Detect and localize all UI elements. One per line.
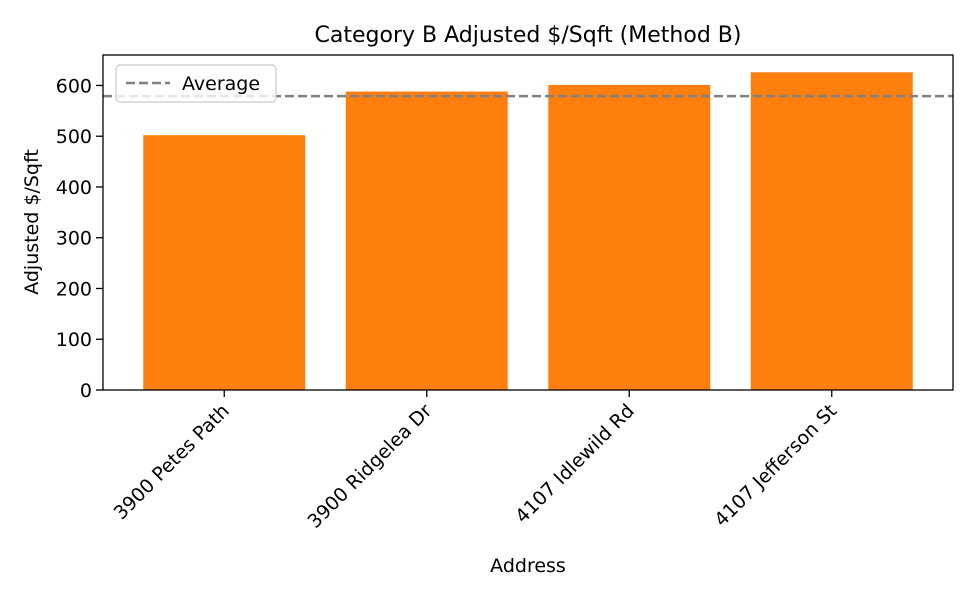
bar-1 (143, 135, 306, 390)
legend-box (115, 64, 277, 103)
bar-2 (345, 91, 508, 390)
y-tick-label: 300 (56, 228, 92, 250)
bars-group (143, 72, 913, 391)
y-tick-label: 600 (56, 75, 92, 97)
legend-average-label: Average (182, 73, 260, 95)
y-tick-label: 500 (56, 126, 92, 148)
chart-title: Category B Adjusted $/Sqft (Method B) (315, 23, 742, 48)
legend: Average (115, 64, 277, 103)
y-tick-label: 0 (80, 380, 92, 402)
y-tick-label: 200 (56, 278, 92, 300)
plot-frame (102, 54, 954, 391)
x-axis-label: Address (490, 555, 566, 577)
bar-4 (750, 72, 913, 391)
y-tick-label: 400 (56, 177, 92, 199)
y-tick-label: 100 (56, 329, 92, 351)
bar-3 (548, 84, 711, 391)
y-axis-ticks: 0 100 200 300 400 500 600 (56, 75, 103, 402)
y-axis-label: Adjusted $/Sqft (21, 149, 43, 295)
